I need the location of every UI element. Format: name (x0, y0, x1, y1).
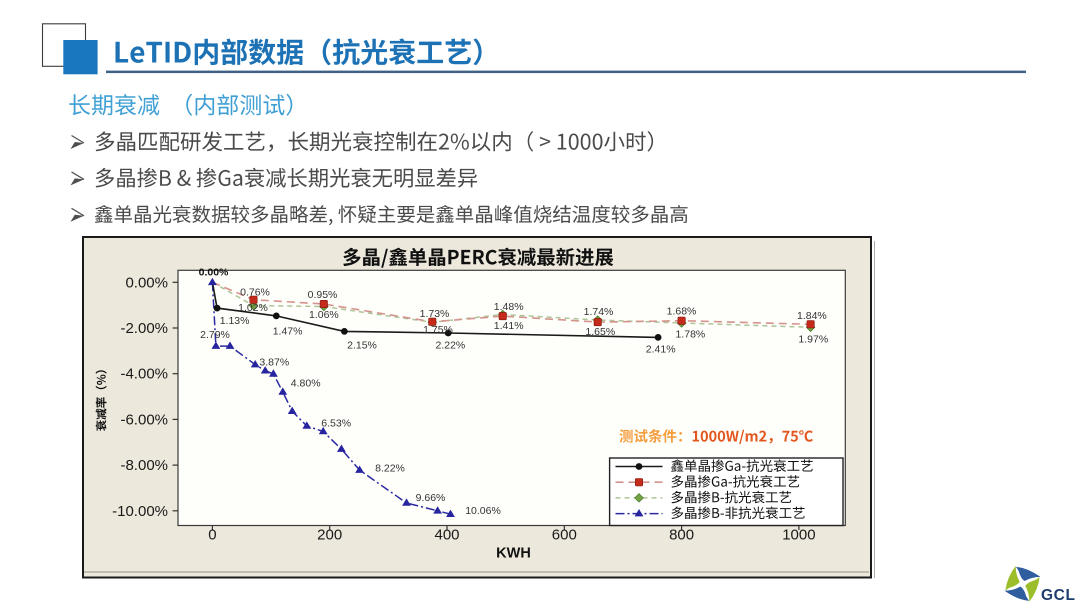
svg-text:-2.00%: -2.00% (120, 320, 168, 337)
svg-text:1.68%: 1.68% (667, 305, 697, 317)
svg-text:8.22%: 8.22% (375, 462, 405, 474)
svg-text:200: 200 (317, 527, 342, 544)
svg-text:2.79%: 2.79% (200, 329, 230, 341)
svg-text:4.80%: 4.80% (291, 378, 321, 390)
svg-text:1.73%: 1.73% (420, 308, 450, 320)
svg-text:400: 400 (434, 527, 459, 544)
svg-text:-10.00%: -10.00% (112, 503, 168, 520)
svg-text:3.87%: 3.87% (259, 357, 289, 369)
svg-text:0.00%: 0.00% (125, 274, 168, 291)
svg-text:1.97%: 1.97% (798, 334, 828, 346)
svg-text:0: 0 (208, 527, 216, 544)
svg-text:-4.00%: -4.00% (120, 366, 168, 383)
svg-text:1.74%: 1.74% (584, 306, 614, 318)
svg-text:-6.00%: -6.00% (120, 411, 168, 428)
svg-text:KWH: KWH (496, 546, 531, 562)
svg-text:1.78%: 1.78% (676, 329, 706, 341)
svg-text:2.22%: 2.22% (436, 340, 466, 352)
svg-text:1.02%: 1.02% (238, 302, 268, 314)
svg-text:0.76%: 0.76% (240, 286, 270, 298)
svg-text:1.13%: 1.13% (220, 315, 250, 327)
svg-text:0.95%: 0.95% (308, 289, 338, 301)
svg-text:1.75%: 1.75% (423, 324, 453, 336)
svg-text:9.66%: 9.66% (416, 492, 446, 504)
svg-text:800: 800 (669, 527, 694, 544)
svg-text:GCL: GCL (1041, 587, 1076, 604)
svg-text:1.65%: 1.65% (585, 326, 615, 338)
svg-text:600: 600 (552, 527, 577, 544)
svg-text:10.06%: 10.06% (465, 505, 501, 517)
svg-text:1.48%: 1.48% (494, 301, 524, 313)
svg-text:0.00%: 0.00% (199, 267, 229, 279)
svg-text:1.06%: 1.06% (309, 309, 339, 321)
svg-text:2.15%: 2.15% (347, 340, 377, 352)
svg-text:2.41%: 2.41% (646, 343, 676, 355)
svg-text:1.84%: 1.84% (797, 310, 827, 322)
svg-text:1.47%: 1.47% (273, 326, 303, 338)
svg-text:1000: 1000 (782, 527, 815, 544)
svg-text:6.53%: 6.53% (321, 417, 351, 429)
svg-text:1.41%: 1.41% (494, 320, 524, 332)
svg-text:-8.00%: -8.00% (120, 457, 168, 474)
